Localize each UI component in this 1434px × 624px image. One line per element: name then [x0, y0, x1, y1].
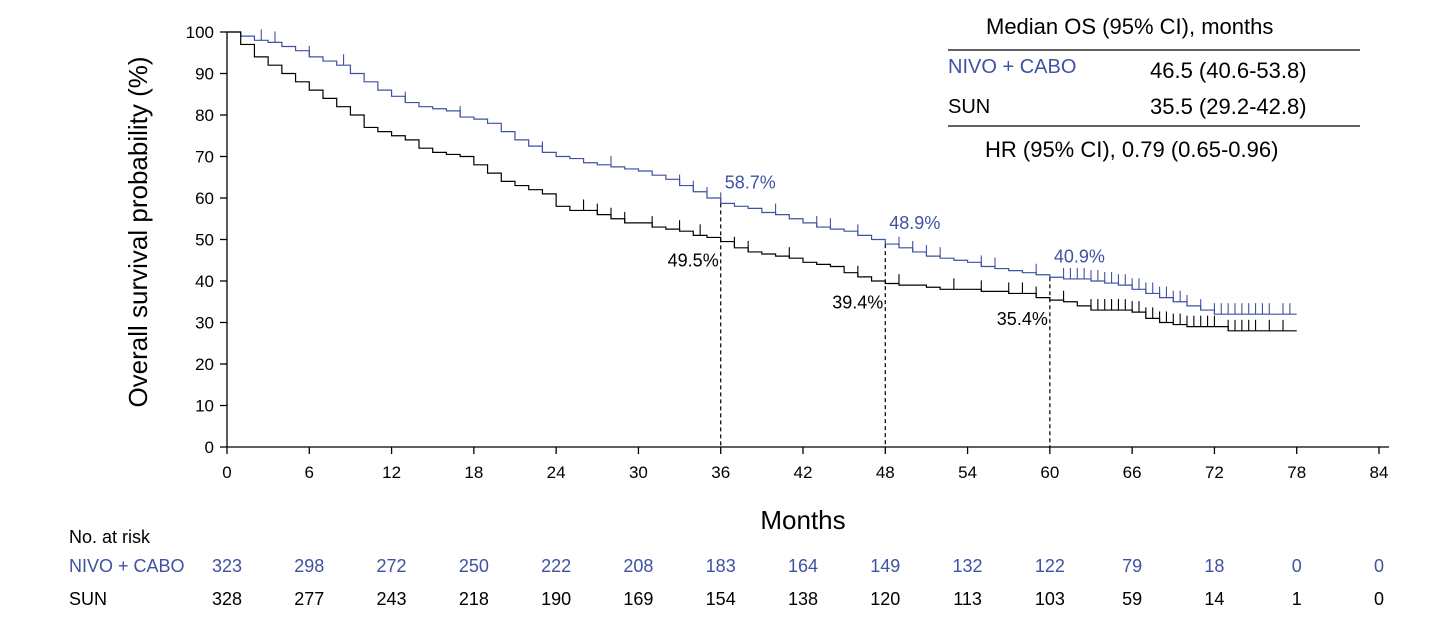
risk-nivo-48: 149: [870, 556, 901, 576]
y-tick-label: 70: [195, 148, 214, 167]
x-axis-label: Months: [760, 505, 845, 535]
legend-name-sun: SUN: [948, 96, 991, 118]
series-line-sun: [227, 31, 1297, 332]
y-tick-label: 50: [195, 231, 214, 250]
risk-nivo-42: 164: [787, 556, 819, 576]
y-tick-label: 10: [195, 397, 214, 416]
risk-sun-72: 14: [1204, 589, 1225, 609]
risk-table-title: No. at risk: [69, 527, 151, 547]
legend-value-nivo: 46.5 (40.6-53.8): [1150, 58, 1307, 83]
y-tick-label: 90: [195, 65, 214, 84]
x-tick-label: 0: [222, 463, 231, 482]
risk-sun-36: 154: [705, 589, 736, 609]
risk-sun-30: 169: [623, 589, 654, 609]
legend-name-nivo: NIVO + CABO: [948, 56, 1077, 78]
x-tick-label: 30: [629, 463, 648, 482]
risk-nivo-72: 18: [1204, 556, 1225, 576]
risk-nivo-24: 222: [541, 556, 572, 576]
x-tick-label: 18: [464, 463, 483, 482]
risk-nivo-12: 272: [376, 556, 407, 576]
y-tick-label: 30: [195, 314, 214, 333]
risk-nivo-36: 183: [705, 556, 736, 576]
x-tick-label: 66: [1123, 463, 1142, 482]
risk-sun-60: 103: [1034, 589, 1065, 609]
risk-sun-18: 218: [458, 589, 489, 609]
y-axis-label: Overall survival probability (%): [123, 56, 153, 407]
risk-sun-54: 113: [953, 589, 982, 609]
x-tick-label: 78: [1287, 463, 1306, 482]
risk-nivo-30: 208: [623, 556, 654, 576]
annotation-sun-36: 49.5%: [668, 251, 719, 271]
legend-hr: HR (95% CI), 0.79 (0.65-0.96): [985, 137, 1279, 162]
y-tick-label: 100: [186, 23, 214, 42]
annotation-nivo-48: 48.9%: [889, 213, 940, 233]
risk-nivo-6: 298: [294, 556, 325, 576]
y-tick-label: 80: [195, 106, 214, 125]
x-tick-label: 72: [1205, 463, 1224, 482]
series-layer: [227, 29, 1297, 332]
risk-row-label-nivo: NIVO + CABO: [69, 556, 185, 576]
risk-sun-84: 0: [1373, 589, 1384, 609]
risk-nivo-78: 0: [1291, 556, 1302, 576]
axes: 0 10 20 30 40 50 60 70 80 90 100 0 6 12 18 24 30 36 42 48 54…: [186, 23, 1389, 482]
risk-sun-6: 277: [294, 589, 325, 609]
x-tick-label: 36: [711, 463, 730, 482]
annotations: 58.7% 48.9% 40.9% 49.5% 39.4% 35.4%: [668, 172, 1105, 329]
x-tick-label: 60: [1040, 463, 1059, 482]
x-tick-label: 12: [382, 463, 401, 482]
risk-nivo-54: 132: [952, 556, 983, 576]
annotation-sun-60: 35.4%: [997, 309, 1048, 329]
reference-lines: [720, 203, 1051, 447]
x-tick-label: 6: [305, 463, 314, 482]
annotation-nivo-60: 40.9%: [1054, 246, 1105, 266]
risk-sun-66: 59: [1122, 589, 1143, 609]
legend-title: Median OS (95% CI), months: [986, 14, 1274, 39]
risk-nivo-66: 79: [1122, 556, 1143, 576]
y-tick-label: 60: [195, 189, 214, 208]
y-tick-label: 20: [195, 355, 214, 374]
risk-nivo-60: 122: [1034, 556, 1065, 576]
risk-nivo-0: 323: [211, 556, 243, 576]
risk-sun-12: 243: [376, 589, 407, 609]
x-tick-label: 42: [794, 463, 813, 482]
x-tick-label: 54: [958, 463, 977, 482]
legend-value-sun: 35.5 (29.2-42.8): [1150, 94, 1307, 119]
risk-sun-42: 138: [787, 589, 819, 609]
annotation-sun-48: 39.4%: [832, 292, 883, 312]
risk-sun-78: 1: [1291, 589, 1302, 609]
risk-row-label-sun: SUN: [69, 589, 108, 609]
y-tick-label: 0: [205, 438, 214, 457]
annotation-nivo-36: 58.7%: [725, 172, 776, 192]
x-tick-label: 84: [1370, 463, 1389, 482]
x-tick-label: 24: [547, 463, 566, 482]
risk-sun-48: 120: [870, 589, 901, 609]
risk-sun-0: 328: [211, 589, 243, 609]
y-tick-label: 40: [195, 272, 214, 291]
x-tick-label: 48: [876, 463, 895, 482]
risk-nivo-84: 0: [1373, 556, 1384, 576]
risk-nivo-18: 250: [458, 556, 489, 576]
risk-sun-24: 190: [541, 589, 572, 609]
